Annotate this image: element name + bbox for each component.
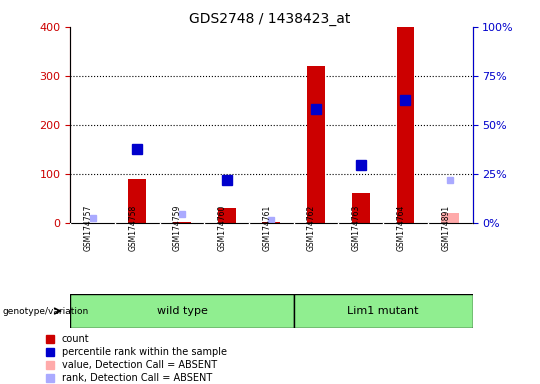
Text: GSM174762: GSM174762 [307, 205, 316, 251]
Text: Lim1 mutant: Lim1 mutant [347, 306, 419, 316]
Bar [307, 66, 325, 223]
Text: genotype/variation: genotype/variation [3, 306, 89, 316]
Text: count: count [62, 334, 89, 344]
Text: rank, Detection Call = ABSENT: rank, Detection Call = ABSENT [62, 372, 212, 382]
Bar [70, 294, 294, 328]
Text: value, Detection Call = ABSENT: value, Detection Call = ABSENT [62, 359, 217, 369]
Bar [262, 222, 280, 223]
Bar [441, 213, 459, 223]
Bar [396, 27, 414, 223]
Bar [352, 194, 370, 223]
Text: GSM174758: GSM174758 [129, 205, 137, 251]
Bar [173, 222, 191, 223]
Bar [294, 294, 472, 328]
Text: GSM174760: GSM174760 [218, 205, 227, 251]
Text: GSM174757: GSM174757 [84, 205, 92, 251]
Text: GSM174891: GSM174891 [441, 205, 450, 251]
Bar [218, 208, 235, 223]
Text: GDS2748 / 1438423_at: GDS2748 / 1438423_at [190, 12, 350, 25]
Text: GSM174759: GSM174759 [173, 205, 182, 251]
Text: GSM174761: GSM174761 [262, 205, 271, 251]
Text: GSM174763: GSM174763 [352, 205, 361, 251]
Text: wild type: wild type [157, 306, 207, 316]
Text: percentile rank within the sample: percentile rank within the sample [62, 347, 227, 357]
Bar [129, 179, 146, 223]
Text: GSM174764: GSM174764 [396, 205, 406, 251]
